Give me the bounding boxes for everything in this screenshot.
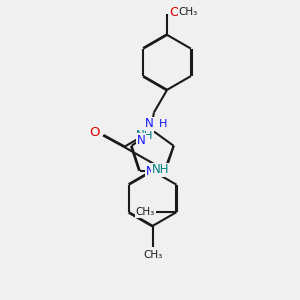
Text: O: O <box>169 6 180 19</box>
Text: CH₃: CH₃ <box>143 250 162 260</box>
Text: H: H <box>159 119 167 129</box>
Text: CH₃: CH₃ <box>178 7 198 17</box>
Text: N: N <box>145 117 154 130</box>
Text: O: O <box>89 126 100 139</box>
Text: NH: NH <box>152 163 169 176</box>
Text: N: N <box>137 134 146 147</box>
Text: NH: NH <box>136 129 154 142</box>
Text: CH₃: CH₃ <box>135 207 154 217</box>
Text: N: N <box>146 165 155 178</box>
